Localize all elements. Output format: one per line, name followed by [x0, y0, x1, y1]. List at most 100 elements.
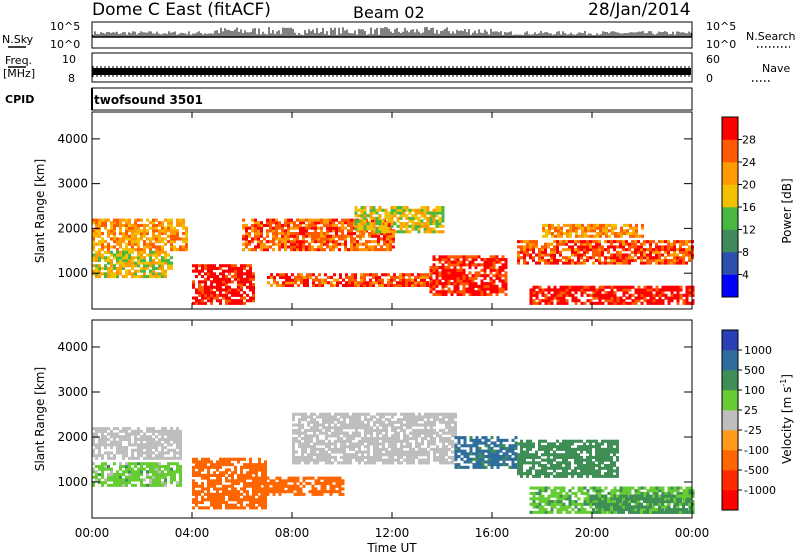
echo-cell — [158, 223, 161, 227]
echo-cell — [317, 240, 320, 244]
echo-cell — [388, 453, 391, 457]
echo-cell — [610, 253, 613, 257]
echo-cell — [167, 223, 170, 227]
echo-cell — [101, 432, 104, 436]
echo-cell — [548, 229, 551, 233]
echo-cell — [260, 490, 264, 494]
echo-cell — [392, 245, 395, 249]
echo-cell — [340, 439, 343, 443]
echo-cell — [219, 482, 222, 486]
echo-cell — [201, 487, 204, 491]
echo-cell — [414, 224, 418, 228]
echo-cell — [399, 275, 402, 279]
echo-cell — [110, 226, 113, 230]
echo-cell — [207, 293, 210, 297]
echo-cell — [517, 258, 520, 262]
echo-cell — [346, 455, 349, 459]
echo-cell — [640, 291, 644, 295]
echo-cell — [435, 214, 439, 218]
echo-cell — [442, 415, 445, 419]
echo-cell — [409, 450, 412, 454]
echo-cell — [329, 476, 333, 480]
echo-cell — [167, 240, 170, 244]
echo-cell — [616, 301, 620, 305]
echo-cell — [219, 495, 222, 499]
echo-cell — [418, 434, 421, 438]
echo-cell — [562, 291, 566, 295]
echo-cell — [101, 456, 104, 460]
echo-cell — [547, 299, 551, 303]
echo-cell — [646, 299, 650, 303]
echo-cell — [335, 218, 338, 222]
echo-cell — [379, 415, 382, 419]
echo-cell — [468, 282, 472, 286]
echo-cell — [418, 445, 421, 449]
echo-cell — [592, 293, 596, 297]
echo-cell — [293, 232, 296, 236]
echo-cell — [584, 232, 587, 236]
echo-cell — [661, 258, 664, 262]
echo-cell — [377, 248, 380, 252]
echo-cell — [468, 266, 472, 270]
echo-cell — [405, 283, 408, 287]
echo-cell — [179, 456, 182, 460]
echo-cell — [246, 463, 249, 467]
echo-cell — [556, 261, 559, 265]
echo-cell — [134, 475, 137, 479]
echo-cell — [282, 273, 285, 277]
echo-cell — [471, 255, 475, 259]
echo-cell — [593, 234, 596, 238]
echo-cell — [370, 426, 373, 430]
echo-cell — [447, 282, 451, 286]
echo-cell — [137, 451, 140, 455]
echo-cell — [583, 253, 586, 257]
echo-cell — [574, 285, 578, 289]
echo-cell — [385, 450, 388, 454]
echo-cell — [492, 282, 496, 286]
echo-cell — [376, 439, 379, 443]
echo-cell — [207, 277, 210, 281]
echo-cell — [240, 285, 243, 289]
echo-cell — [334, 434, 337, 438]
echo-cell — [358, 423, 361, 427]
echo-cell — [329, 245, 332, 249]
echo-cell — [373, 423, 376, 427]
echo-cell — [298, 442, 301, 446]
echo-cell — [149, 221, 152, 225]
echo-cell — [310, 412, 313, 416]
echo-cell — [242, 237, 245, 241]
echo-cell — [433, 450, 436, 454]
echo-cell — [586, 245, 589, 249]
echo-cell — [161, 483, 164, 487]
echo-cell — [583, 250, 586, 254]
echo-cell — [322, 455, 325, 459]
echo-cell — [275, 484, 279, 488]
echo-cell — [161, 256, 164, 260]
echo-cell — [335, 476, 339, 480]
echo-cell — [414, 214, 418, 218]
echo-cell — [298, 426, 301, 430]
echo-cell — [643, 261, 646, 265]
echo-cell — [198, 463, 201, 467]
echo-cell — [155, 440, 158, 444]
echo-cell — [332, 476, 336, 480]
echo-cell — [101, 440, 104, 444]
echo-cell — [257, 245, 260, 249]
echo-cell — [676, 240, 679, 244]
echo-cell — [362, 242, 365, 246]
echo-cell — [432, 230, 436, 234]
echo-cell — [261, 473, 264, 477]
echo-cell — [95, 218, 98, 222]
echo-cell — [137, 253, 140, 257]
echo-cell — [303, 281, 306, 285]
echo-cell — [451, 461, 454, 465]
echo-cell — [632, 234, 635, 238]
echo-cell — [492, 274, 496, 278]
echo-cell — [134, 226, 137, 230]
echo-cell — [306, 281, 309, 285]
echo-cell — [176, 443, 179, 447]
echo-cell — [619, 261, 622, 265]
echo-cell — [161, 481, 164, 485]
echo-cell — [616, 258, 619, 262]
echo-cell — [281, 226, 284, 230]
